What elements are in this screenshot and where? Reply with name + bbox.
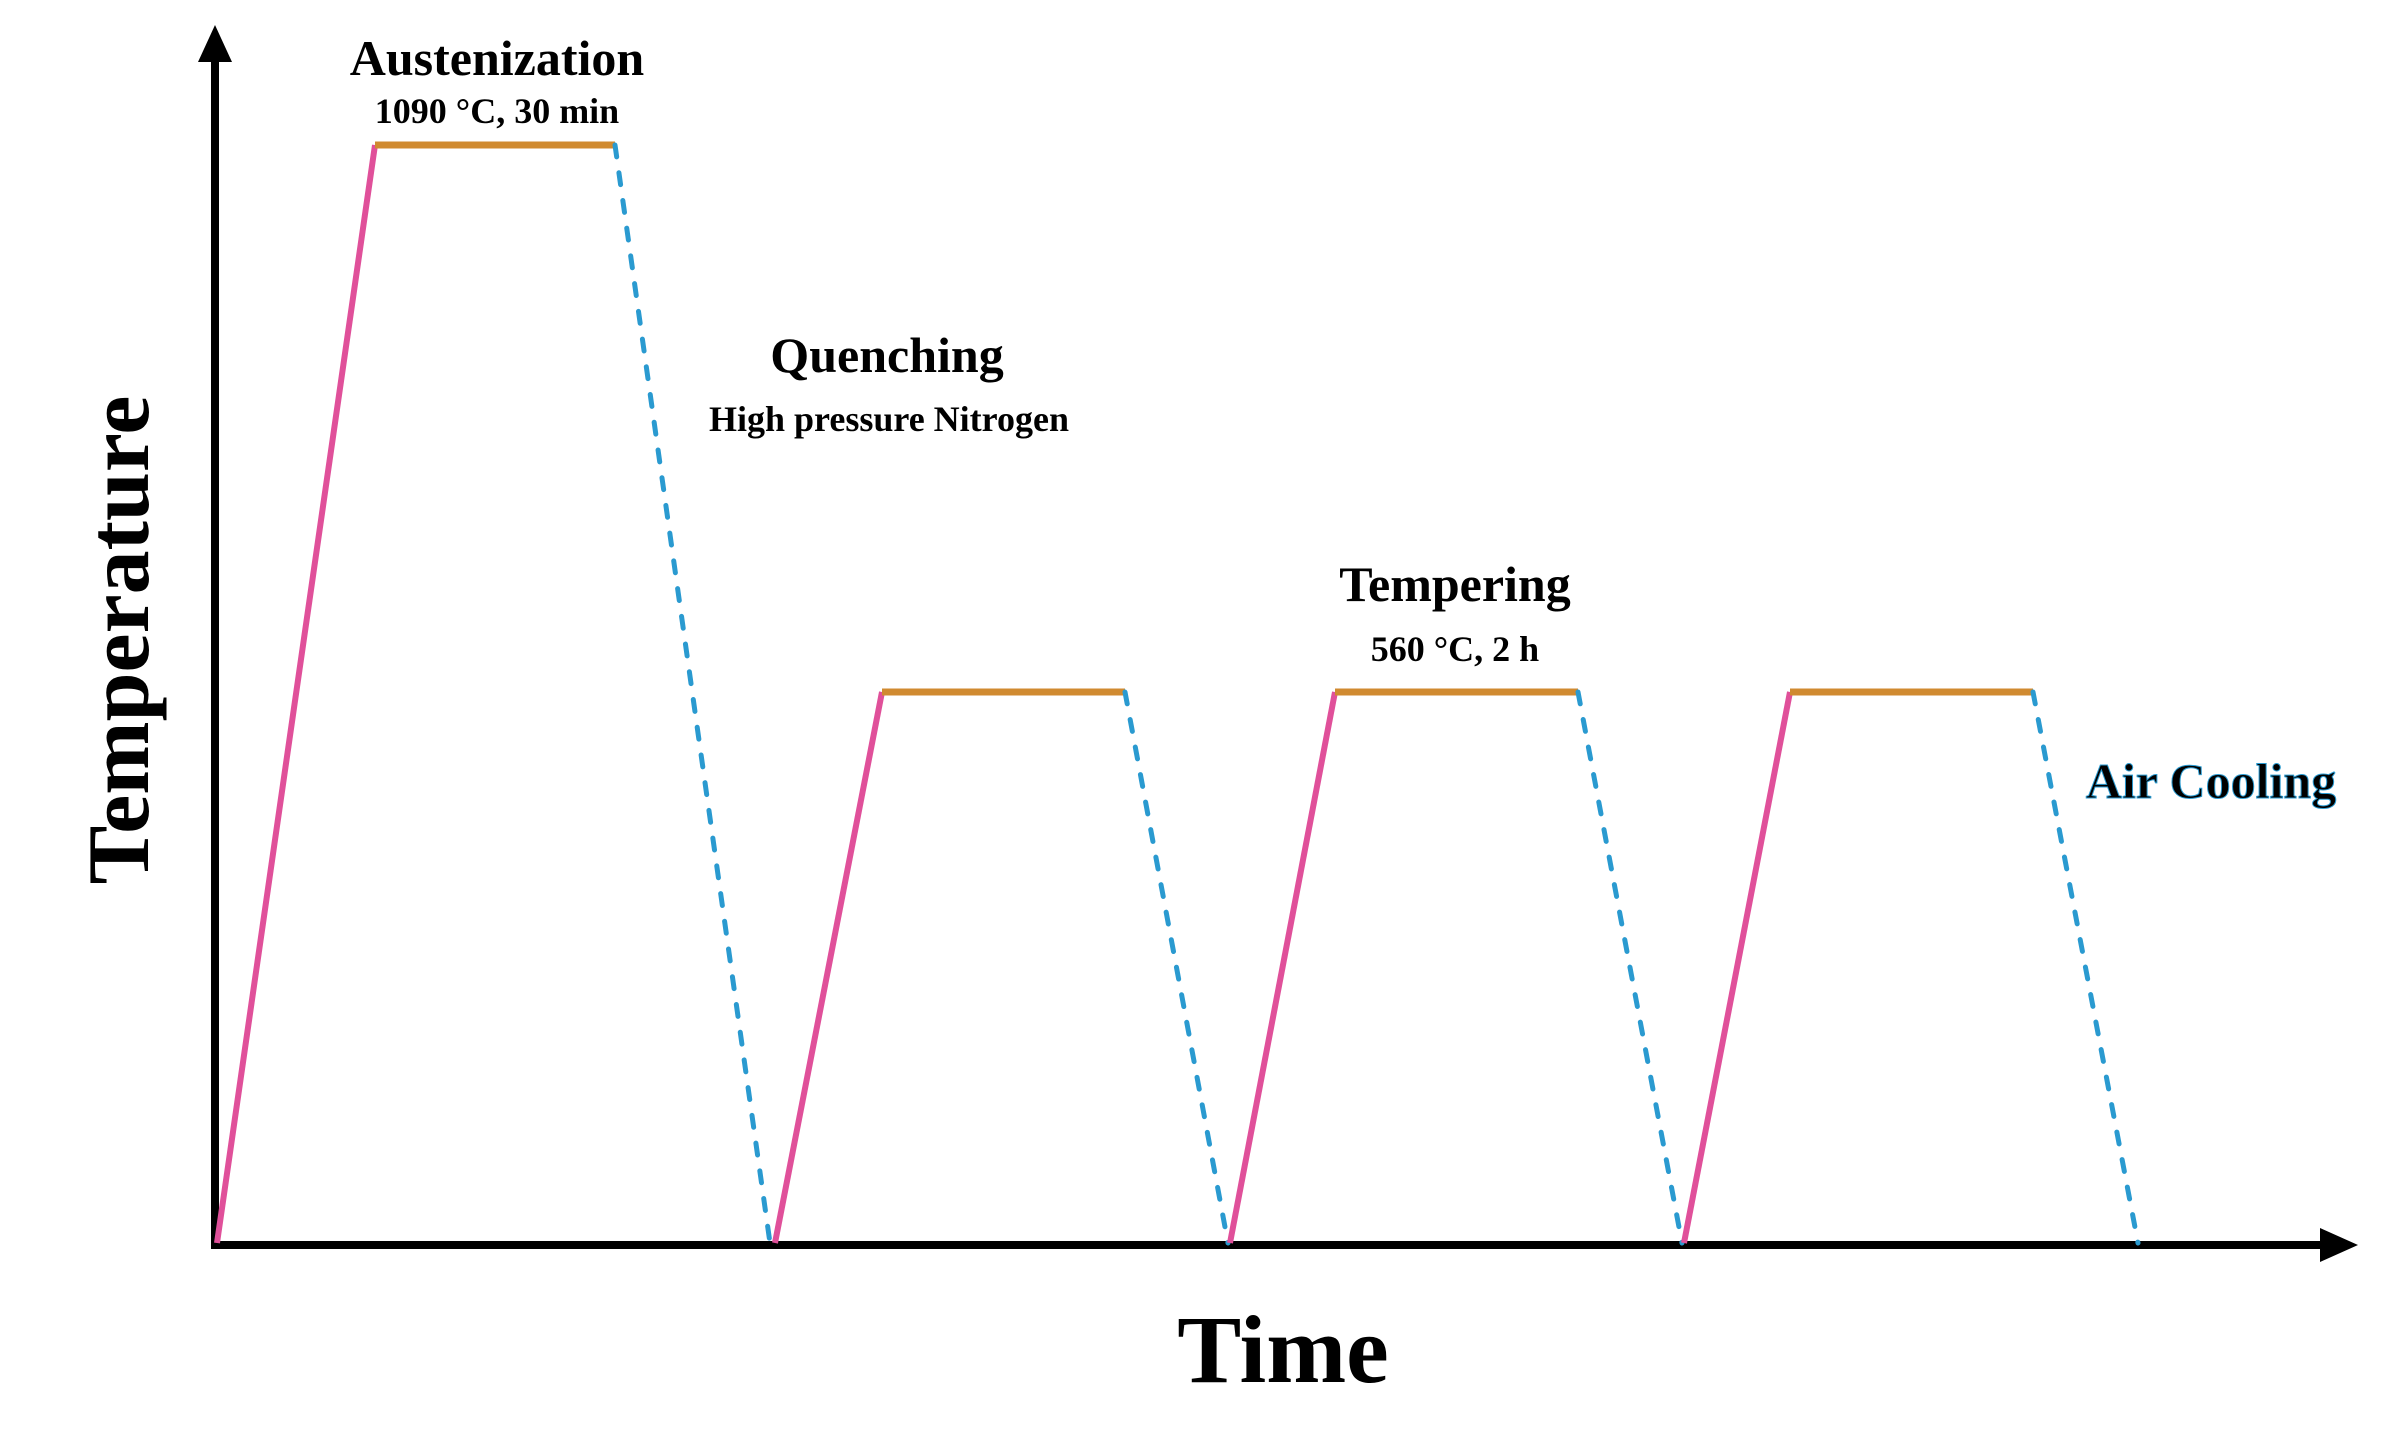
air-cooling-2	[1575, 689, 1685, 1246]
y-axis-title: Temperature	[71, 396, 168, 885]
tempering-detail: 560 °C, 2 h	[1371, 629, 1539, 669]
quenching-detail: High pressure Nitrogen	[709, 399, 1069, 439]
y-axis-arrowhead	[198, 25, 232, 62]
quench-cooling	[612, 142, 773, 1246]
austenization-detail: 1090 °C, 30 min	[375, 91, 619, 131]
air-cooling-1	[1122, 689, 1231, 1246]
air-cooling-title: Air Cooling	[2086, 753, 2337, 809]
heating-ramp-1	[214, 144, 378, 1244]
x-axis-title: Time	[1177, 1296, 1389, 1403]
quenching-title: Quenching	[770, 327, 1003, 383]
austenization-title: Austenization	[350, 30, 645, 86]
air-cooling-3	[2030, 689, 2141, 1246]
tempering-title: Tempering	[1339, 556, 1571, 612]
heating-ramp-2	[772, 691, 885, 1244]
x-axis-arrowhead	[2320, 1228, 2358, 1262]
heating-ramp-4	[1681, 691, 1793, 1244]
heating-ramp-3	[1227, 691, 1338, 1244]
